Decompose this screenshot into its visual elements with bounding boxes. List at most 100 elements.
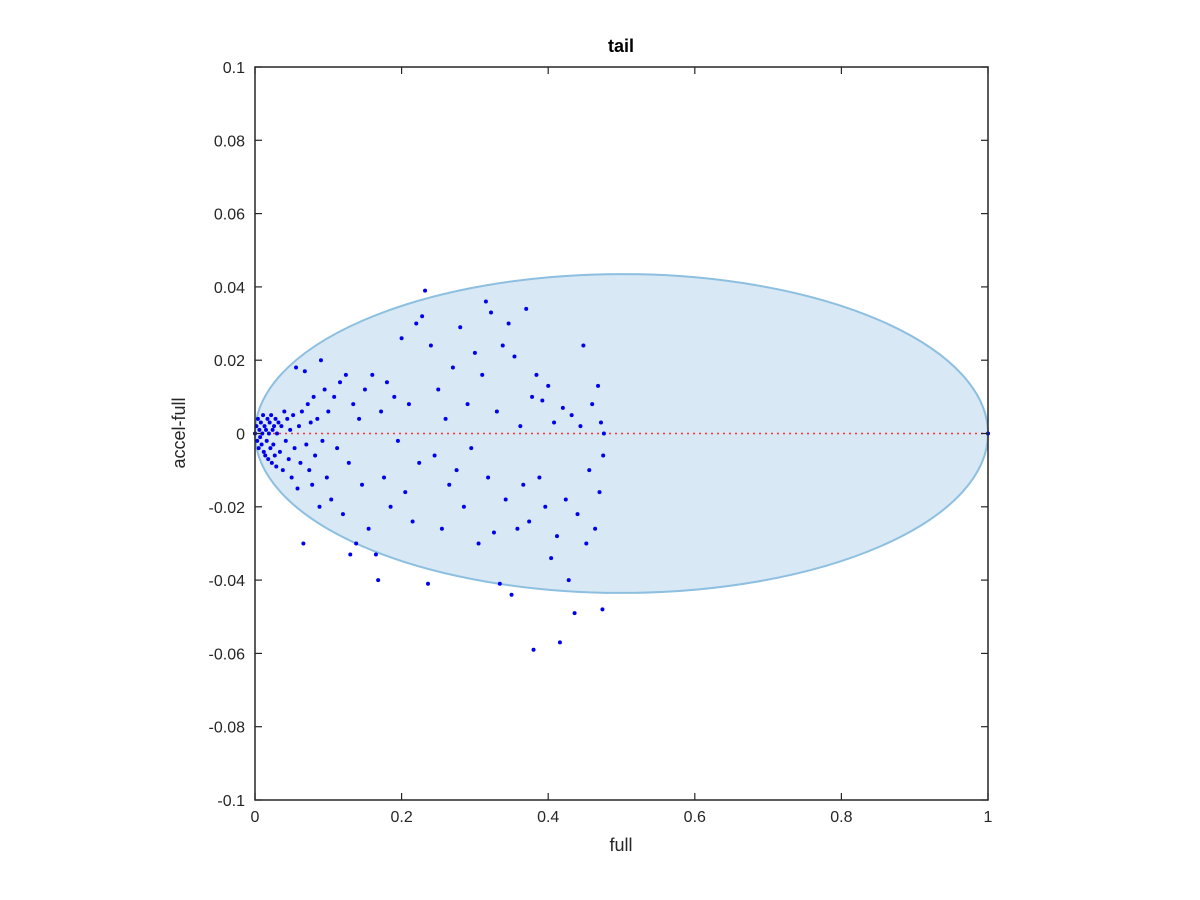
data-point [318, 358, 323, 363]
data-point [552, 420, 557, 425]
data-point [373, 552, 378, 557]
data-point [305, 402, 310, 407]
data-point [534, 372, 539, 377]
data-point [307, 468, 312, 473]
data-point [308, 420, 313, 425]
y-tick-label: -0.02 [209, 500, 246, 517]
data-point [472, 350, 477, 355]
data-point [279, 424, 284, 429]
x-tick-label: 0.8 [830, 809, 852, 826]
y-tick-label: -0.08 [209, 720, 246, 737]
data-point [291, 413, 296, 418]
data-point [263, 427, 268, 432]
data-point [425, 581, 430, 586]
data-point [497, 581, 502, 586]
data-point [476, 541, 481, 546]
data-point [298, 460, 303, 465]
data-point [289, 475, 294, 480]
data-point [357, 416, 362, 421]
data-point [276, 420, 281, 425]
data-point [261, 449, 266, 454]
data-point [581, 343, 586, 348]
data-point [272, 453, 277, 458]
data-point [329, 497, 334, 502]
data-point [272, 424, 277, 429]
data-point [258, 420, 263, 425]
data-point [491, 530, 496, 535]
data-point [269, 413, 274, 418]
data-point [512, 354, 517, 359]
data-point [264, 438, 269, 443]
data-point [280, 468, 285, 473]
data-point [313, 453, 318, 458]
data-point [338, 380, 343, 385]
data-point [362, 387, 367, 392]
data-point [322, 387, 327, 392]
data-point [601, 431, 606, 436]
data-point [509, 592, 514, 597]
x-tick-label: 0.6 [684, 809, 706, 826]
data-point [267, 420, 272, 425]
data-point [469, 446, 474, 451]
data-point [601, 453, 606, 458]
data-point [414, 321, 419, 326]
y-tick-label: 0.08 [214, 133, 245, 150]
data-point [320, 438, 325, 443]
data-point [343, 372, 348, 377]
data-point [417, 460, 422, 465]
x-axis-title: full [609, 835, 632, 855]
data-point [263, 453, 268, 458]
data-point [503, 497, 508, 502]
data-point [428, 343, 433, 348]
data-point [563, 497, 568, 502]
data-point [590, 402, 595, 407]
data-point [283, 438, 288, 443]
data-point [554, 534, 559, 539]
data-point [376, 578, 381, 583]
data-point [406, 402, 411, 407]
data-point [266, 431, 271, 436]
data-point [598, 420, 603, 425]
chart-title: tail [608, 36, 634, 56]
data-point [310, 482, 315, 487]
data-point [527, 519, 532, 524]
data-point [255, 438, 260, 443]
y-tick-label: 0.06 [214, 207, 245, 224]
y-tick-label: -0.04 [209, 573, 246, 590]
data-point [277, 449, 282, 454]
data-point [324, 475, 329, 480]
data-point [518, 424, 523, 429]
data-point [257, 427, 262, 432]
data-point [596, 383, 601, 388]
data-point [269, 460, 274, 465]
data-point [439, 526, 444, 531]
data-point [351, 402, 356, 407]
data-point [432, 453, 437, 458]
data-point [360, 482, 365, 487]
x-axis-ticks: 0 0.2 0.4 0.6 0.8 1 [251, 67, 993, 826]
data-point [521, 482, 526, 487]
data-point [543, 504, 548, 509]
data-point [259, 442, 264, 447]
x-tick-label: 0.2 [390, 809, 412, 826]
data-point [274, 431, 279, 436]
data-point [530, 394, 535, 399]
data-point [273, 416, 278, 421]
data-point [301, 541, 306, 546]
data-point [271, 442, 276, 447]
data-point [366, 526, 371, 531]
data-point [294, 365, 299, 370]
data-point [348, 552, 353, 557]
data-point [465, 402, 470, 407]
data-point [403, 490, 408, 495]
y-tick-label: 0.04 [214, 280, 245, 297]
data-point [480, 372, 485, 377]
data-point [268, 446, 273, 451]
data-point [515, 526, 520, 531]
data-point [483, 299, 488, 304]
data-point [569, 413, 574, 418]
data-point [546, 383, 551, 388]
data-point [304, 442, 309, 447]
x-tick-label: 0.4 [537, 809, 559, 826]
